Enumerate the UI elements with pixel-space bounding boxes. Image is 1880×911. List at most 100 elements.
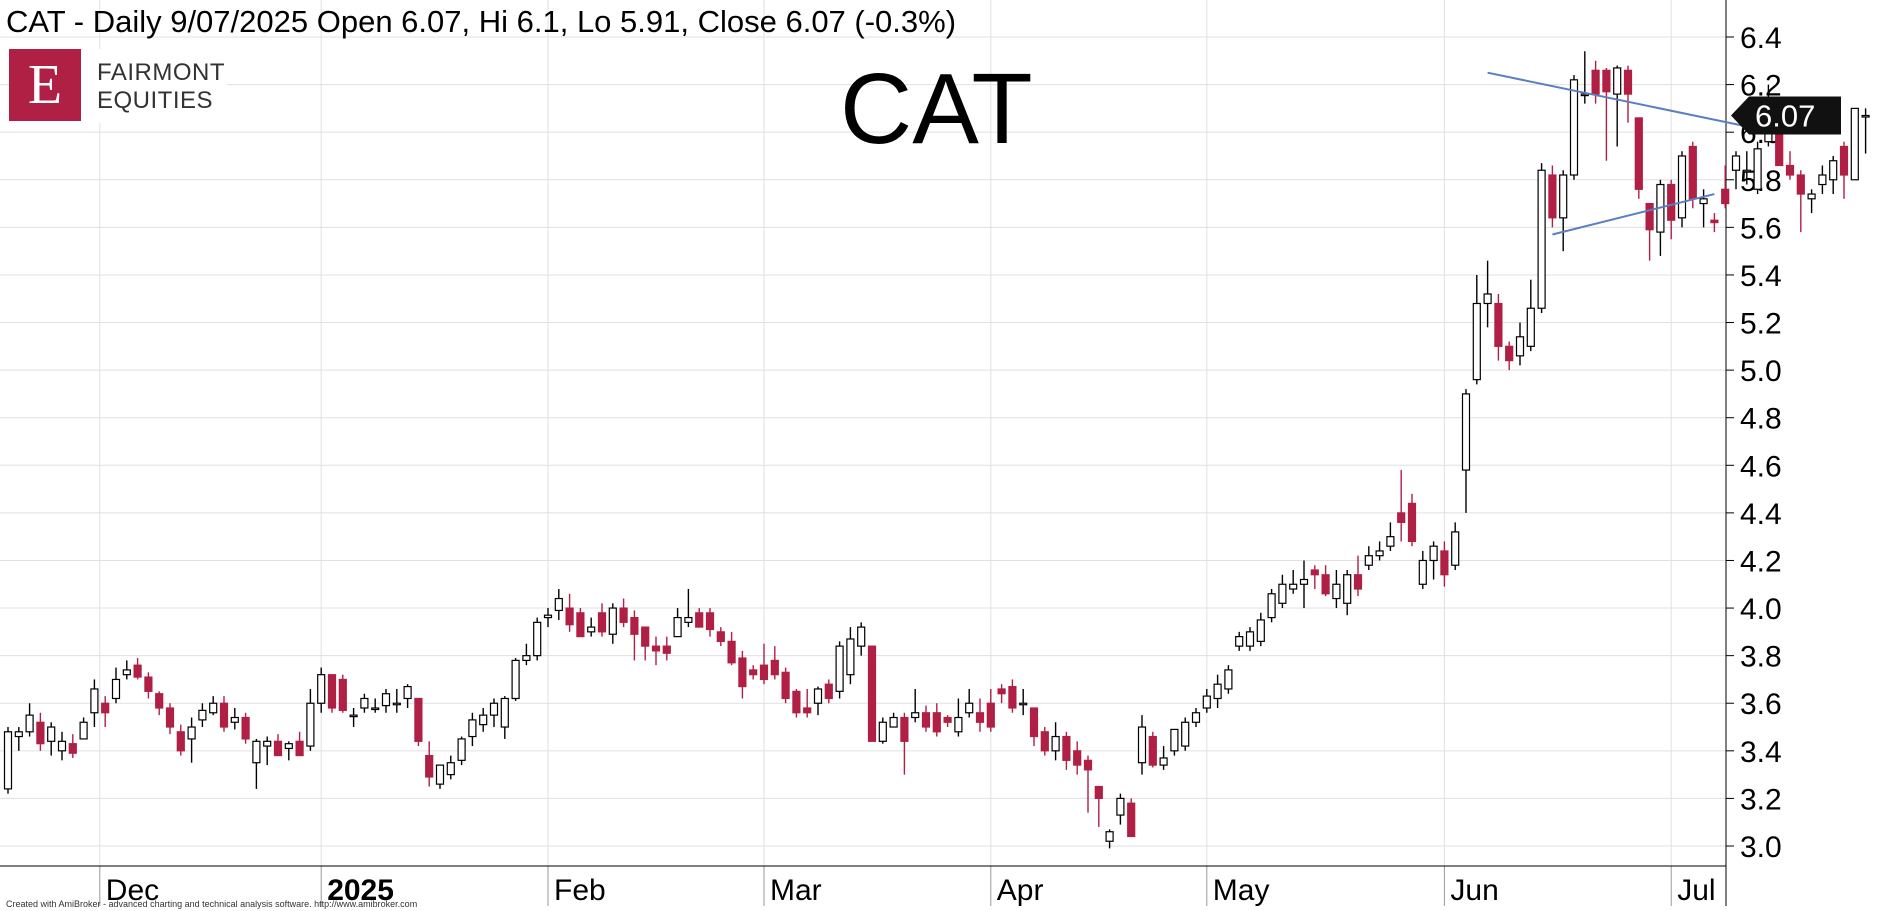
candle-body xyxy=(889,716,898,728)
candle-body xyxy=(1062,735,1071,761)
candle-body xyxy=(727,640,736,664)
candle-body xyxy=(986,702,995,728)
candle xyxy=(295,731,304,757)
candle xyxy=(36,712,45,751)
candle-body xyxy=(1742,169,1751,173)
candle-body xyxy=(554,597,563,612)
candle xyxy=(263,736,272,766)
candle xyxy=(813,686,823,716)
candle-body xyxy=(1775,131,1784,167)
candle-body xyxy=(187,726,196,740)
candle-body xyxy=(511,659,520,700)
candle-body xyxy=(111,678,121,700)
candle-body xyxy=(587,626,596,633)
candle xyxy=(1256,612,1265,647)
candle-body xyxy=(1116,797,1125,816)
candle xyxy=(284,741,293,761)
candle-body xyxy=(1213,683,1222,700)
candle xyxy=(1008,679,1017,713)
candle xyxy=(1494,293,1503,361)
candle xyxy=(1796,170,1805,233)
candle-body xyxy=(1451,531,1460,566)
candle xyxy=(1829,155,1838,195)
candle-body xyxy=(79,721,88,740)
candle-body xyxy=(3,731,13,790)
candle xyxy=(187,717,196,763)
candle xyxy=(889,712,898,728)
candle-body xyxy=(1407,502,1417,543)
candle xyxy=(975,698,985,732)
candle xyxy=(1613,65,1622,147)
candle-body xyxy=(1094,785,1103,800)
candle xyxy=(1289,569,1298,594)
logo-emblem: E xyxy=(9,49,81,121)
candle xyxy=(90,679,99,728)
candle-body xyxy=(857,626,866,647)
candle xyxy=(1073,741,1082,775)
candle-body xyxy=(565,607,574,626)
candle xyxy=(1191,707,1201,728)
candle xyxy=(1861,108,1870,154)
candle xyxy=(1580,51,1589,104)
candle-body xyxy=(1613,67,1622,95)
candle-body xyxy=(414,697,423,742)
candle-body xyxy=(371,707,380,711)
candle-body xyxy=(1267,593,1276,619)
candle xyxy=(101,696,110,728)
candle xyxy=(457,736,466,766)
candle xyxy=(47,722,56,756)
candle-body xyxy=(1839,145,1849,176)
candle xyxy=(1278,574,1287,609)
y-tick-label: 5.2 xyxy=(1740,308,1782,341)
candle xyxy=(1731,151,1741,190)
candle xyxy=(252,738,261,789)
candle-body xyxy=(1051,735,1060,752)
candle-body xyxy=(1677,155,1687,219)
candle-body xyxy=(479,714,488,726)
y-tick-label: 4.4 xyxy=(1740,498,1782,531)
candle-body xyxy=(1645,202,1654,231)
candle-body xyxy=(1537,169,1546,309)
candle xyxy=(144,672,153,699)
candle xyxy=(695,608,704,628)
candle-body xyxy=(284,743,293,750)
candle xyxy=(1353,555,1363,597)
y-tick-label: 4.6 xyxy=(1740,450,1782,483)
y-tick-label: 3.6 xyxy=(1740,688,1782,721)
candle-body xyxy=(1602,69,1611,93)
candle-body xyxy=(619,607,628,623)
candle xyxy=(1710,213,1719,233)
candle-body xyxy=(1245,631,1255,647)
candle-body xyxy=(1807,193,1816,200)
last-price-tag xyxy=(1731,96,1841,135)
candle xyxy=(1051,722,1060,761)
candle-body xyxy=(1159,757,1168,766)
candle-body xyxy=(1235,636,1244,647)
candle xyxy=(533,617,542,661)
candle xyxy=(1418,550,1427,590)
candle-body xyxy=(846,638,855,676)
candle-body xyxy=(684,616,693,623)
candle xyxy=(1742,151,1751,185)
candle xyxy=(425,741,434,787)
candle-body xyxy=(1310,569,1319,576)
candle xyxy=(878,717,887,744)
candle-body xyxy=(1418,559,1427,585)
candle-body xyxy=(1440,550,1449,576)
candle-body xyxy=(522,655,531,662)
candle-body xyxy=(295,740,304,757)
candle-body xyxy=(1796,174,1805,195)
candle-body xyxy=(1332,583,1341,600)
candle xyxy=(241,712,250,744)
candle-body xyxy=(1580,93,1589,97)
candle xyxy=(749,665,758,680)
y-tick-label: 3.2 xyxy=(1740,783,1782,816)
y-tick-label: 3.0 xyxy=(1740,831,1782,864)
candle-body xyxy=(36,721,45,745)
candle-body xyxy=(176,731,185,752)
candle-body xyxy=(457,738,466,761)
candle-body xyxy=(349,714,358,718)
candle-body xyxy=(1429,545,1438,562)
candle xyxy=(576,608,585,638)
candle xyxy=(781,667,790,704)
